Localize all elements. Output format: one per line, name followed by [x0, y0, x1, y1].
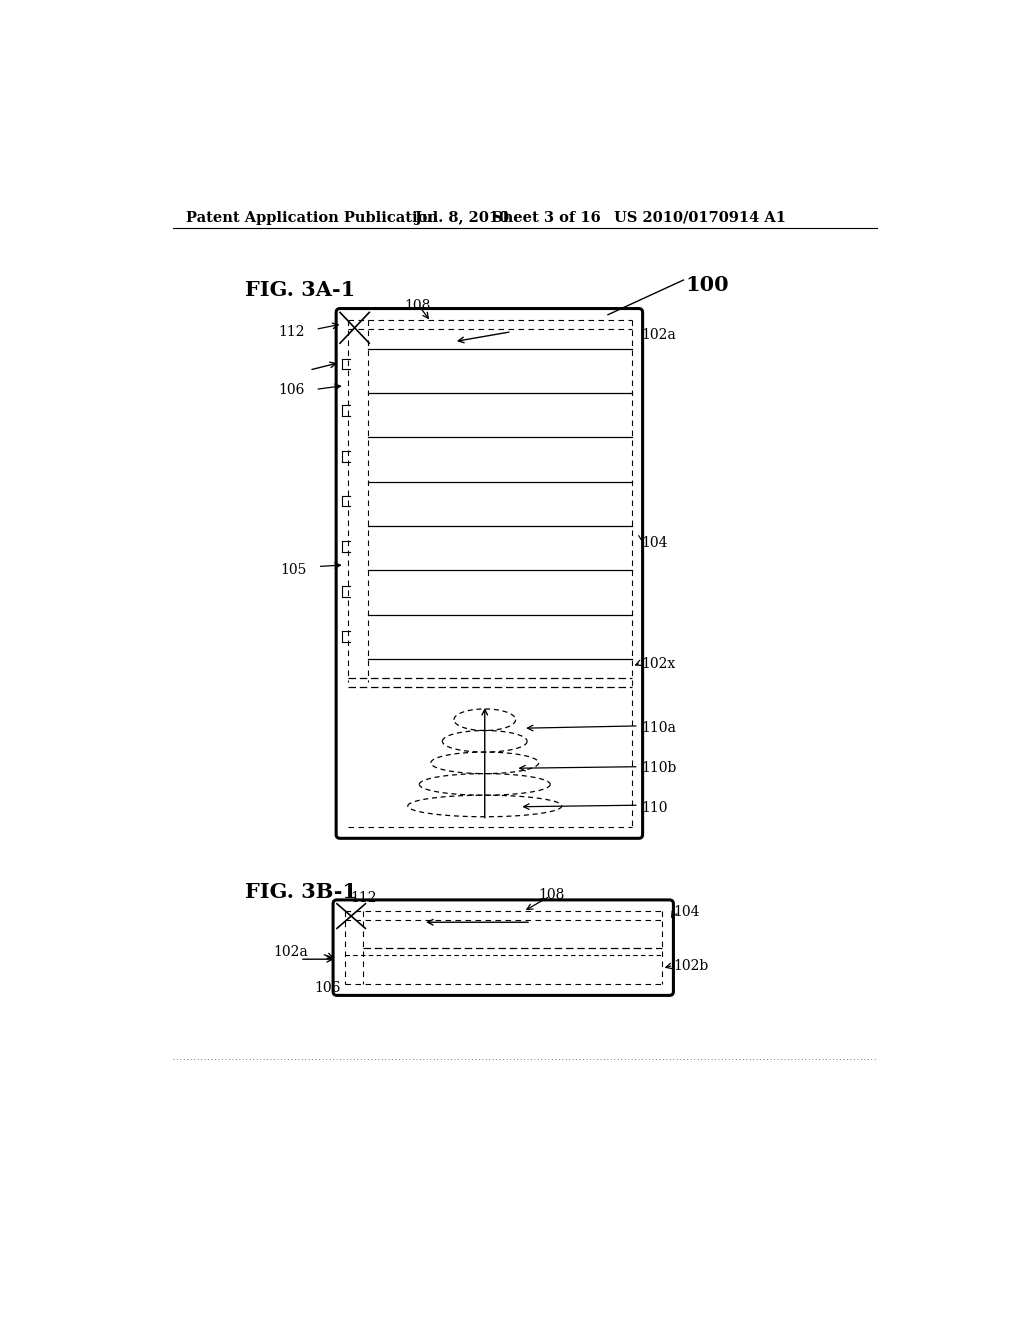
Text: 102a: 102a: [641, 327, 676, 342]
Text: 106: 106: [313, 981, 340, 995]
Text: US 2010/0170914 A1: US 2010/0170914 A1: [614, 211, 786, 224]
Text: 112: 112: [350, 891, 377, 906]
Text: FIG. 3A-1: FIG. 3A-1: [245, 280, 354, 300]
Text: 104: 104: [641, 536, 668, 549]
Text: Sheet 3 of 16: Sheet 3 of 16: [493, 211, 601, 224]
Text: 106: 106: [279, 383, 305, 397]
Text: 112: 112: [279, 326, 305, 339]
Text: 102a: 102a: [273, 945, 308, 960]
Text: 102x: 102x: [641, 657, 675, 672]
Text: 110b: 110b: [641, 762, 677, 775]
Text: 102b: 102b: [674, 960, 709, 973]
Text: 104: 104: [674, 906, 700, 919]
Text: 110a: 110a: [641, 721, 676, 734]
Text: 108: 108: [403, 298, 430, 313]
Text: Patent Application Publication: Patent Application Publication: [186, 211, 438, 224]
Text: 108: 108: [539, 887, 565, 902]
Text: 110: 110: [641, 801, 668, 816]
Text: Jul. 8, 2010: Jul. 8, 2010: [416, 211, 510, 224]
Text: FIG. 3B-1: FIG. 3B-1: [245, 882, 356, 902]
Text: 100: 100: [685, 276, 729, 296]
FancyBboxPatch shape: [336, 309, 643, 838]
Text: 105: 105: [281, 562, 307, 577]
FancyBboxPatch shape: [333, 900, 674, 995]
